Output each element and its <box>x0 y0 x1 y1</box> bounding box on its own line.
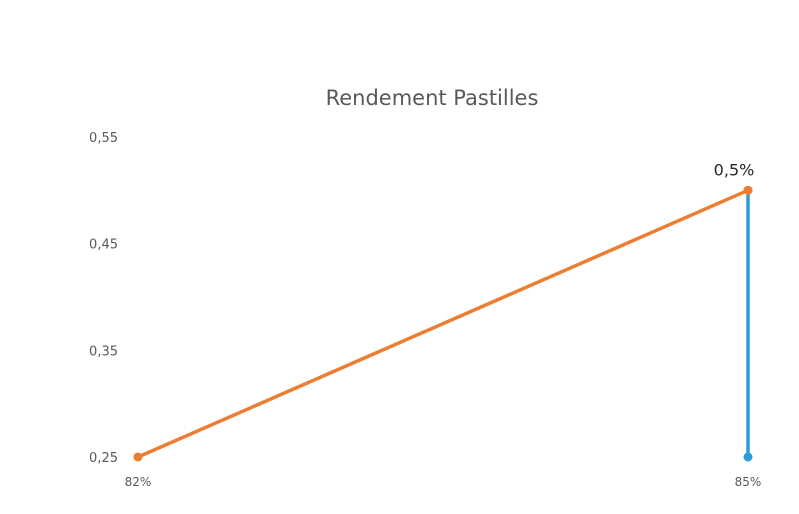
y-tick-label: 0,25 <box>89 451 118 466</box>
data-point <box>743 185 753 195</box>
series-layer <box>133 185 753 462</box>
chart-title: Rendement Pastilles <box>326 86 539 110</box>
series-line <box>136 188 750 459</box>
y-tick-label: 0,55 <box>89 131 118 146</box>
data-label: 0,5% <box>714 160 755 179</box>
annotation-layer: 0,5% <box>714 160 755 179</box>
x-axis-ticks: 82% 85% <box>125 475 762 489</box>
y-axis-ticks: 0,25 0,35 0,45 0,55 <box>89 131 118 466</box>
y-tick-label: 0,35 <box>89 344 118 359</box>
x-tick-label: 85% <box>735 475 762 489</box>
x-tick-label: 82% <box>125 475 152 489</box>
y-tick-label: 0,45 <box>89 238 118 253</box>
data-point <box>133 452 143 462</box>
data-point <box>743 452 753 462</box>
